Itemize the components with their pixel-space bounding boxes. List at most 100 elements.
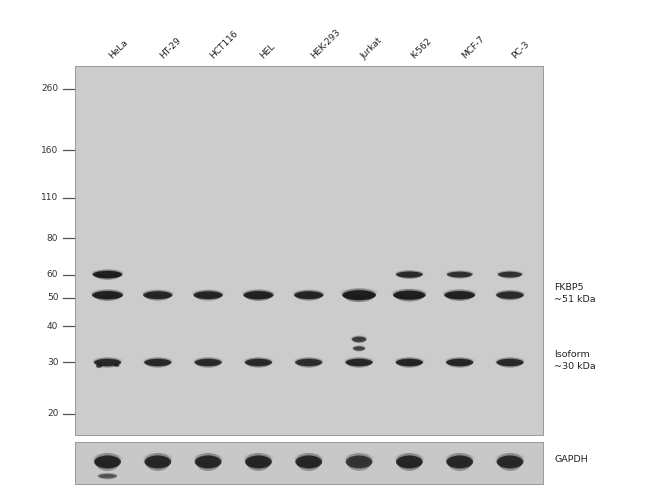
Ellipse shape (502, 273, 517, 274)
Ellipse shape (496, 290, 524, 299)
Ellipse shape (92, 357, 122, 364)
Ellipse shape (497, 453, 523, 469)
Ellipse shape (396, 272, 423, 277)
Ellipse shape (92, 271, 122, 278)
Ellipse shape (447, 272, 473, 277)
Ellipse shape (114, 364, 120, 366)
Ellipse shape (94, 359, 122, 366)
Ellipse shape (94, 456, 121, 468)
Ellipse shape (195, 453, 222, 469)
Ellipse shape (246, 358, 270, 368)
Ellipse shape (102, 475, 113, 476)
Text: 80: 80 (47, 234, 58, 243)
Text: Isoform
~30 kDa: Isoform ~30 kDa (554, 350, 596, 371)
Ellipse shape (242, 289, 275, 297)
Ellipse shape (499, 459, 521, 471)
Ellipse shape (99, 273, 116, 274)
Ellipse shape (344, 357, 374, 364)
Ellipse shape (393, 291, 426, 300)
Ellipse shape (300, 293, 317, 295)
Ellipse shape (195, 291, 221, 300)
Ellipse shape (342, 290, 376, 300)
Text: Jurkat: Jurkat (359, 36, 384, 61)
Ellipse shape (400, 293, 419, 296)
Ellipse shape (348, 459, 370, 471)
Ellipse shape (502, 360, 518, 363)
Ellipse shape (354, 348, 364, 352)
Ellipse shape (244, 359, 272, 366)
Ellipse shape (497, 271, 523, 276)
Text: HT-29: HT-29 (158, 36, 183, 61)
Ellipse shape (97, 459, 118, 471)
Ellipse shape (495, 453, 525, 465)
Ellipse shape (196, 358, 220, 368)
Ellipse shape (352, 337, 367, 342)
Ellipse shape (445, 453, 474, 465)
Ellipse shape (94, 357, 121, 366)
Ellipse shape (99, 360, 116, 363)
Ellipse shape (446, 291, 473, 301)
Ellipse shape (352, 346, 366, 350)
Ellipse shape (353, 346, 365, 351)
Ellipse shape (193, 357, 223, 364)
Ellipse shape (445, 290, 475, 300)
Ellipse shape (452, 360, 468, 363)
Ellipse shape (146, 358, 170, 368)
Ellipse shape (447, 453, 473, 469)
Ellipse shape (347, 358, 371, 368)
Ellipse shape (351, 335, 367, 341)
Ellipse shape (452, 273, 467, 274)
Text: PC-3: PC-3 (510, 40, 531, 61)
Text: 50: 50 (47, 293, 58, 302)
Ellipse shape (99, 474, 116, 479)
Ellipse shape (90, 289, 124, 297)
Ellipse shape (354, 346, 365, 352)
Ellipse shape (344, 453, 374, 465)
Ellipse shape (396, 453, 422, 469)
Ellipse shape (245, 456, 272, 468)
Ellipse shape (502, 293, 518, 295)
Ellipse shape (341, 288, 378, 298)
Ellipse shape (92, 291, 123, 299)
Ellipse shape (244, 290, 274, 300)
Ellipse shape (502, 458, 518, 462)
Ellipse shape (498, 291, 523, 300)
Ellipse shape (402, 458, 417, 462)
Ellipse shape (248, 361, 269, 368)
Ellipse shape (245, 453, 272, 469)
Ellipse shape (98, 474, 117, 478)
Ellipse shape (353, 346, 365, 351)
Ellipse shape (200, 360, 216, 363)
Ellipse shape (396, 456, 422, 468)
Ellipse shape (351, 360, 367, 363)
Ellipse shape (114, 364, 120, 367)
Text: 40: 40 (47, 322, 58, 330)
Ellipse shape (346, 456, 372, 468)
Ellipse shape (395, 453, 424, 465)
Ellipse shape (93, 270, 122, 278)
Text: HEK-293: HEK-293 (309, 28, 342, 61)
Ellipse shape (198, 459, 219, 471)
Ellipse shape (150, 360, 166, 363)
Ellipse shape (200, 293, 217, 295)
Ellipse shape (294, 290, 323, 300)
Ellipse shape (150, 458, 166, 462)
Ellipse shape (194, 290, 223, 300)
Text: FKBP5
~51 kDa: FKBP5 ~51 kDa (554, 283, 596, 304)
Ellipse shape (115, 365, 119, 367)
Ellipse shape (498, 358, 522, 368)
Ellipse shape (194, 453, 223, 465)
Ellipse shape (449, 361, 471, 368)
Ellipse shape (243, 291, 274, 299)
Ellipse shape (500, 273, 520, 278)
Ellipse shape (246, 455, 270, 471)
Ellipse shape (301, 458, 317, 462)
Ellipse shape (96, 358, 120, 368)
Ellipse shape (391, 289, 427, 298)
Ellipse shape (98, 473, 117, 479)
Ellipse shape (198, 361, 219, 368)
Ellipse shape (447, 293, 472, 301)
Ellipse shape (445, 271, 474, 276)
Ellipse shape (97, 365, 101, 368)
Ellipse shape (297, 455, 320, 471)
